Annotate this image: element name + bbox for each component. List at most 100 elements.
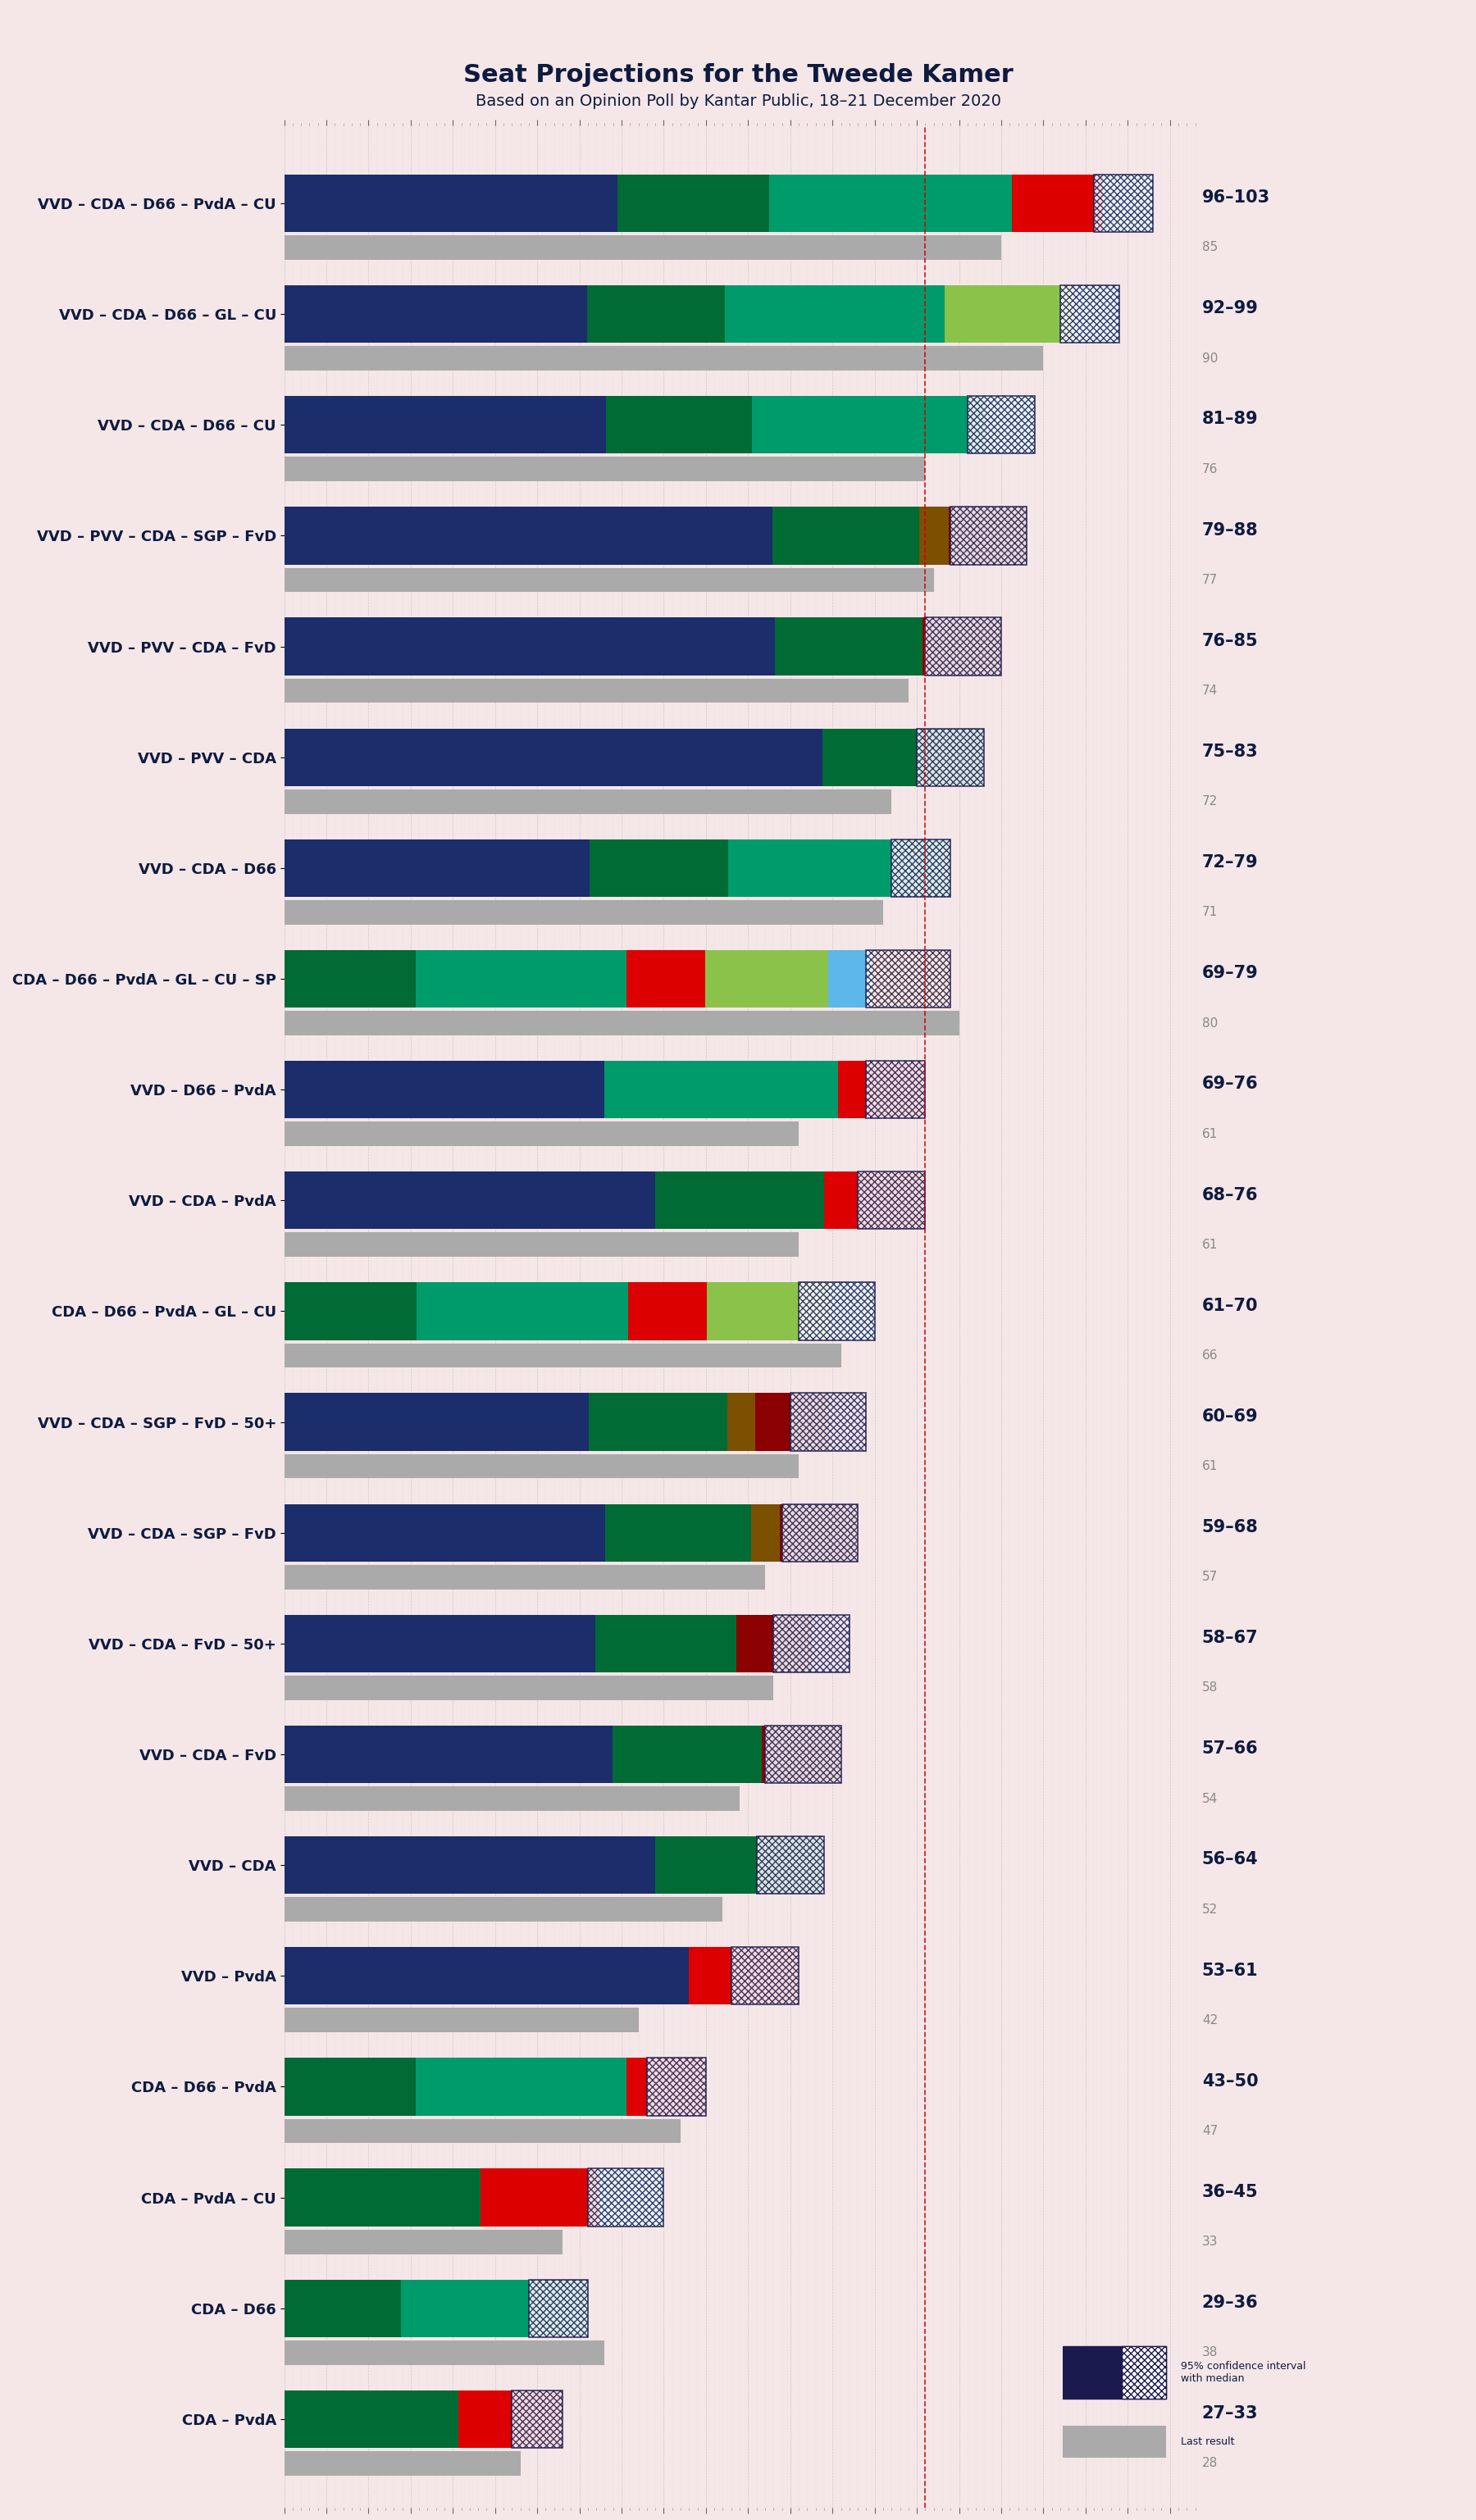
Bar [773, 1615, 849, 1673]
Bar [285, 2170, 481, 2225]
Bar [587, 285, 725, 343]
Bar [824, 1172, 925, 1230]
Bar [751, 1504, 779, 1562]
Text: 76: 76 [1201, 464, 1218, 476]
Bar [757, 1837, 824, 1895]
Bar [607, 396, 753, 454]
Bar [285, 174, 617, 232]
Bar [285, 1565, 765, 1590]
Text: 79–88: 79–88 [1201, 522, 1258, 539]
Bar [1094, 174, 1153, 232]
Bar [285, 950, 416, 1008]
Text: 58: 58 [1201, 1681, 1218, 1693]
Bar [1063, 2346, 1166, 2399]
Bar [285, 900, 883, 925]
Text: 60–69: 60–69 [1201, 1409, 1258, 1424]
Text: 66: 66 [1201, 1348, 1218, 1361]
Bar [285, 507, 607, 564]
Bar [285, 1454, 799, 1479]
Bar [1060, 285, 1119, 343]
Bar [401, 2281, 587, 2336]
Bar [285, 678, 908, 703]
Text: 61: 61 [1201, 1237, 1218, 1250]
Text: 74: 74 [1201, 685, 1218, 698]
Text: 76–85: 76–85 [1201, 633, 1258, 650]
Text: 57: 57 [1201, 1570, 1218, 1583]
Text: 72: 72 [1201, 796, 1218, 809]
Text: 85: 85 [1201, 242, 1218, 255]
Bar [626, 950, 706, 1008]
Bar [779, 1504, 858, 1562]
Bar [285, 839, 589, 897]
Bar [285, 1232, 799, 1257]
Bar [285, 1615, 595, 1673]
Bar [772, 507, 920, 564]
Bar [1122, 2346, 1166, 2399]
Bar [872, 950, 951, 1008]
Bar [986, 396, 1035, 454]
Bar [1011, 174, 1103, 232]
Bar [285, 1726, 613, 1784]
Bar [1103, 174, 1153, 232]
Bar [285, 2391, 458, 2447]
Bar [945, 285, 1073, 343]
Bar [285, 1787, 739, 1812]
Text: 47: 47 [1201, 2124, 1218, 2137]
Text: 90: 90 [1201, 353, 1218, 365]
Bar [949, 507, 1026, 564]
Bar [828, 950, 872, 1008]
Bar [812, 1615, 849, 1673]
Text: 27–33: 27–33 [1201, 2404, 1258, 2422]
Text: 95% confidence interval
with median: 95% confidence interval with median [1181, 2361, 1306, 2384]
Bar [512, 2391, 562, 2447]
Text: 59–68: 59–68 [1201, 1520, 1259, 1535]
Bar [589, 839, 729, 897]
Text: 96–103: 96–103 [1201, 189, 1269, 207]
Bar [866, 1061, 925, 1119]
Bar [725, 285, 945, 343]
Bar [737, 1615, 812, 1673]
Bar [866, 950, 951, 1008]
Bar [285, 1676, 773, 1701]
Text: 68–76: 68–76 [1201, 1187, 1258, 1202]
Text: 61: 61 [1201, 1129, 1218, 1139]
Text: 36–45: 36–45 [1201, 2185, 1258, 2200]
Text: 71: 71 [1201, 907, 1218, 917]
Bar [285, 2059, 416, 2114]
Text: Seat Projections for the Tweede Kamer: Seat Projections for the Tweede Kamer [463, 63, 1013, 86]
Bar [892, 839, 951, 897]
Bar [285, 1061, 605, 1119]
Text: 28: 28 [1201, 2457, 1218, 2470]
Bar [285, 2008, 639, 2034]
Bar [285, 2230, 562, 2253]
Bar [285, 1394, 589, 1452]
Text: Last result: Last result [1181, 2437, 1234, 2447]
Bar [285, 1898, 723, 1923]
Bar [613, 1726, 762, 1784]
Bar [830, 1394, 866, 1452]
Bar [762, 1726, 841, 1784]
Bar [285, 2452, 521, 2475]
Bar [922, 617, 1001, 675]
Bar [416, 950, 626, 1008]
Bar [598, 2170, 664, 2225]
Text: 69–79: 69–79 [1201, 965, 1259, 980]
Bar [285, 617, 608, 675]
Bar [765, 1726, 841, 1784]
Text: 92–99: 92–99 [1201, 300, 1259, 318]
Bar [967, 396, 1035, 454]
Bar [285, 728, 639, 786]
Bar [605, 1504, 751, 1562]
Bar [481, 2170, 598, 2225]
Bar [782, 1504, 858, 1562]
Bar [528, 2281, 587, 2336]
Bar [285, 1011, 959, 1036]
Bar [607, 507, 772, 564]
Bar [285, 396, 607, 454]
Text: 58–67: 58–67 [1201, 1630, 1258, 1646]
Bar [285, 2341, 605, 2364]
Bar [756, 1394, 830, 1452]
Bar [920, 507, 949, 564]
Text: 54: 54 [1201, 1792, 1218, 1804]
Bar [639, 728, 822, 786]
